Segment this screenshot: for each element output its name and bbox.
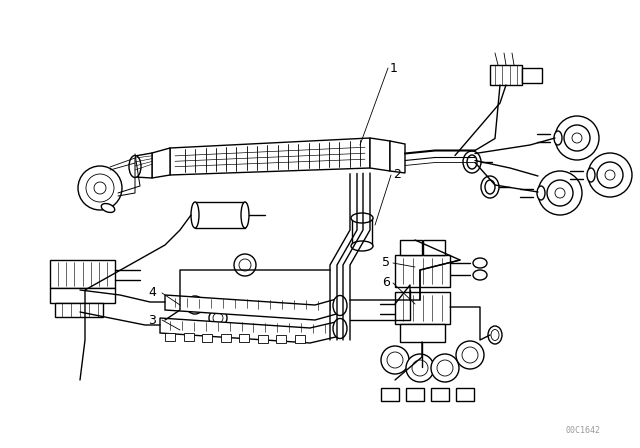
Ellipse shape	[191, 202, 199, 228]
Circle shape	[538, 171, 582, 215]
Circle shape	[564, 125, 590, 151]
Polygon shape	[160, 318, 340, 343]
Bar	[395, 255, 450, 287]
Bar	[400, 240, 422, 255]
Circle shape	[381, 346, 409, 374]
Circle shape	[213, 313, 223, 323]
Circle shape	[456, 341, 484, 369]
Ellipse shape	[491, 329, 499, 340]
Circle shape	[406, 354, 434, 382]
Text: 00C1642: 00C1642	[565, 426, 600, 435]
Bar	[50, 260, 115, 288]
Ellipse shape	[333, 296, 347, 315]
Circle shape	[209, 309, 227, 327]
Circle shape	[78, 166, 122, 210]
Circle shape	[239, 259, 251, 271]
Ellipse shape	[101, 203, 115, 212]
Bar	[202, 334, 212, 342]
Bar	[258, 335, 268, 343]
Bar	[395, 292, 450, 324]
Bar	[184, 333, 193, 341]
Circle shape	[572, 133, 582, 143]
Bar	[423, 240, 445, 255]
Text: 1: 1	[390, 61, 398, 74]
Circle shape	[431, 354, 459, 382]
Circle shape	[547, 180, 573, 206]
Bar	[431, 388, 449, 401]
Text: 4: 4	[148, 287, 156, 300]
Circle shape	[462, 347, 478, 363]
Text: 3: 3	[148, 314, 156, 327]
Circle shape	[588, 153, 632, 197]
Text: 5: 5	[382, 257, 390, 270]
Circle shape	[597, 162, 623, 188]
Bar	[165, 333, 175, 341]
Ellipse shape	[333, 319, 347, 339]
Ellipse shape	[485, 180, 495, 194]
Bar	[239, 334, 250, 342]
Circle shape	[555, 188, 565, 198]
Ellipse shape	[463, 151, 481, 173]
Circle shape	[555, 116, 599, 160]
Bar	[400, 324, 445, 342]
Polygon shape	[370, 138, 390, 171]
Circle shape	[437, 360, 453, 376]
Bar	[276, 335, 287, 343]
Ellipse shape	[488, 326, 502, 344]
Ellipse shape	[351, 241, 373, 251]
Bar	[456, 388, 474, 401]
Bar	[295, 336, 305, 343]
Bar	[490, 65, 522, 85]
Text: 2: 2	[393, 168, 401, 181]
Circle shape	[605, 170, 615, 180]
Polygon shape	[390, 141, 405, 173]
Text: 6: 6	[382, 276, 390, 289]
Ellipse shape	[537, 186, 545, 200]
Bar	[352, 218, 372, 246]
Ellipse shape	[587, 168, 595, 182]
Bar	[522, 68, 542, 83]
Polygon shape	[165, 295, 340, 320]
Bar	[195, 202, 245, 228]
Polygon shape	[135, 153, 152, 178]
Ellipse shape	[481, 176, 499, 198]
Ellipse shape	[467, 155, 477, 169]
Bar	[221, 334, 230, 342]
Ellipse shape	[473, 258, 487, 268]
Bar	[55, 303, 103, 317]
Circle shape	[186, 296, 204, 314]
Polygon shape	[170, 138, 370, 175]
Ellipse shape	[554, 131, 562, 145]
Ellipse shape	[129, 155, 141, 177]
Circle shape	[190, 300, 200, 310]
Ellipse shape	[351, 213, 373, 223]
Polygon shape	[152, 148, 170, 178]
Circle shape	[412, 360, 428, 376]
Ellipse shape	[473, 270, 487, 280]
Bar	[381, 388, 399, 401]
Circle shape	[387, 352, 403, 368]
Bar	[50, 288, 115, 303]
Bar	[406, 388, 424, 401]
Circle shape	[234, 254, 256, 276]
Ellipse shape	[241, 202, 249, 228]
Circle shape	[86, 174, 114, 202]
Circle shape	[94, 182, 106, 194]
